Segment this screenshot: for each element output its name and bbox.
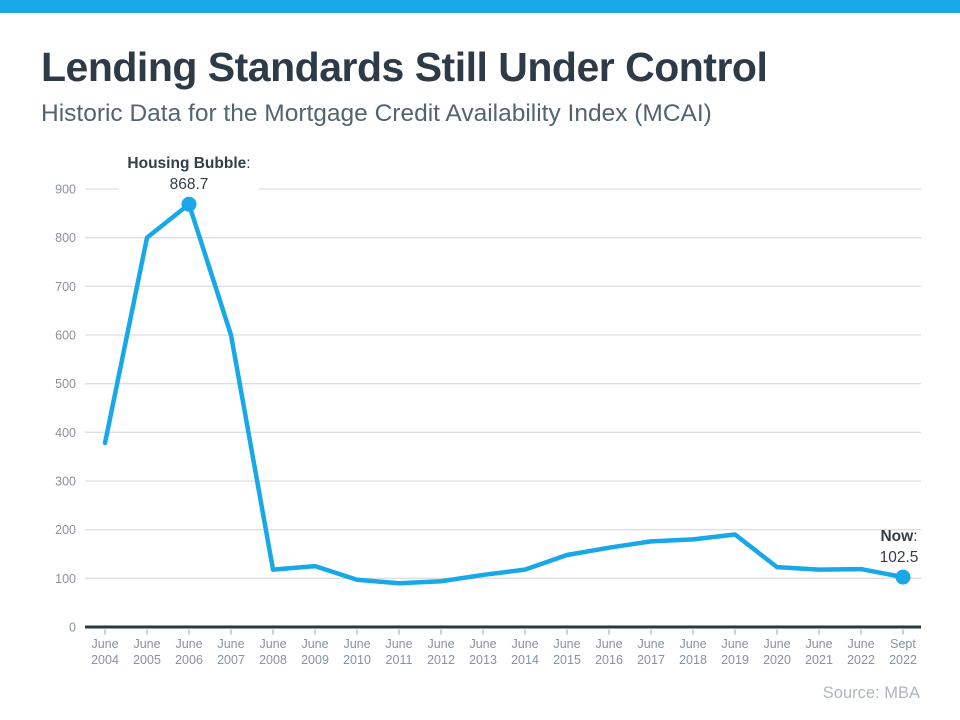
y-axis-label: 500	[55, 377, 76, 391]
y-axis-label: 100	[55, 572, 76, 586]
x-axis-label: June 2014	[511, 637, 539, 667]
x-axis-label: June 2004	[91, 637, 119, 667]
x-axis-label: June 2017	[637, 637, 665, 667]
x-axis-label: June 2013	[469, 637, 497, 667]
data-point-marker	[895, 569, 911, 585]
x-axis-label: Sept 2022	[889, 637, 917, 667]
x-axis-label: June 2015	[553, 637, 581, 667]
x-axis-label: June 2008	[259, 637, 287, 667]
x-axis-label: June 2007	[217, 637, 245, 667]
x-axis-label: June 2018	[679, 637, 707, 667]
y-axis-label: 200	[55, 523, 76, 537]
x-axis-label: June 2022	[847, 637, 875, 667]
annotation-label: Housing Bubble:	[127, 155, 250, 172]
data-point-marker	[181, 196, 197, 212]
y-axis-label: 800	[55, 231, 76, 245]
x-axis-label: June 2019	[721, 637, 749, 667]
page-subtitle: Historic Data for the Mortgage Credit Av…	[41, 100, 712, 127]
top-accent-bar	[0, 0, 960, 13]
x-axis-label: June 2005	[133, 637, 161, 667]
annotation-value: 102.5	[880, 549, 919, 566]
mcai-line-series	[102, 201, 906, 586]
x-axis-label: June 2016	[595, 637, 623, 667]
x-axis-label: June 2006	[175, 637, 203, 667]
y-axis-label: 300	[55, 475, 76, 489]
y-axis-label: 600	[55, 329, 76, 343]
y-axis-label: 700	[55, 280, 76, 294]
x-axis-label: June 2012	[427, 637, 455, 667]
annotation-mask	[119, 146, 259, 194]
x-axis-label: June 2011	[385, 637, 412, 667]
x-axis-label: June 2009	[301, 637, 329, 667]
y-axis-label: 400	[55, 426, 76, 440]
source-credit: Source: MBA	[822, 684, 920, 702]
annotation-label: Now:	[880, 528, 917, 545]
y-axis-label: 0	[69, 621, 76, 635]
y-axis-label: 900	[55, 183, 76, 197]
page-title: Lending Standards Still Under Control	[41, 44, 768, 90]
annotation-value: 868.7	[170, 176, 209, 193]
x-axis-label: June 2021	[805, 637, 833, 667]
x-axis-label: June 2010	[343, 637, 371, 667]
x-axis-label: June 2020	[763, 637, 791, 667]
